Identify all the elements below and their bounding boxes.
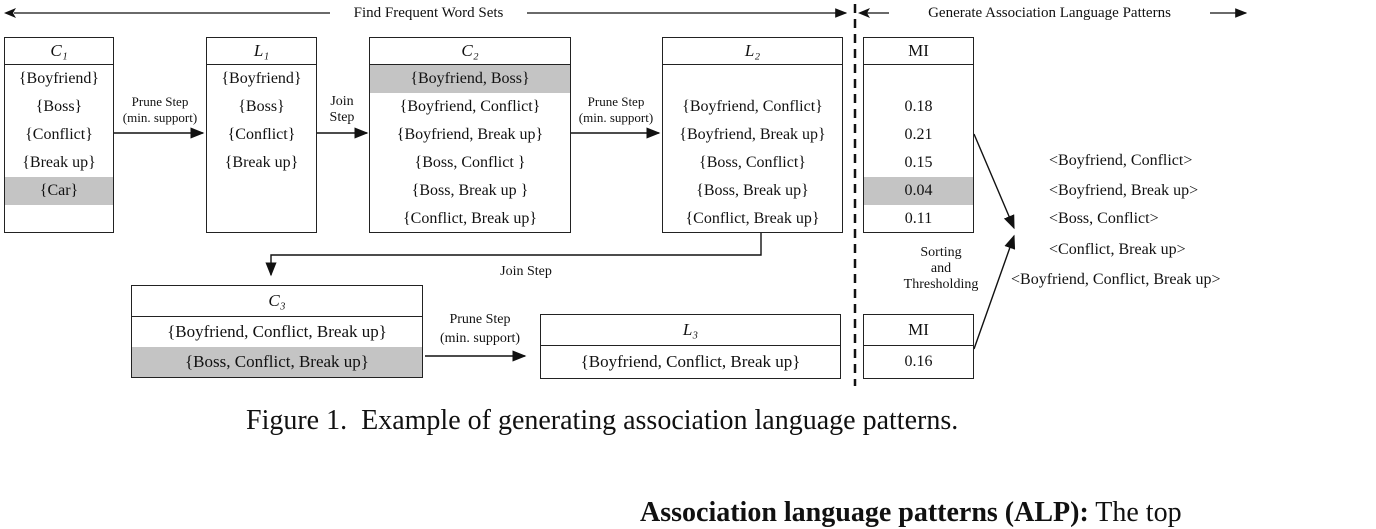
box-l2-row: {Boyfriend, Break up}	[679, 126, 826, 143]
box-mi1-spacer	[864, 65, 973, 93]
mi2-to-results-arrow	[973, 234, 1016, 350]
box-mi2-title: MI	[864, 315, 973, 346]
result-pattern: <Conflict, Break up>	[1049, 241, 1186, 258]
box-mi2-row: 0.16	[904, 353, 933, 370]
join2-label: Join Step	[500, 264, 552, 279]
box-l3: L₃ {Boyfriend, Conflict, Break up}	[540, 314, 841, 379]
figure-caption: Figure 1. Example of generating associat…	[246, 405, 959, 436]
banner-left-label: Find Frequent Word Sets	[330, 5, 527, 21]
box-c3-title: C₃	[132, 286, 422, 317]
prune3-label: Prune Step (min. support)	[428, 310, 532, 348]
banner-left-arrowhead	[4, 8, 16, 18]
box-mi2: MI 0.16	[863, 314, 974, 379]
box-c3-row-pruned: {Boss, Conflict, Break up}	[132, 347, 422, 377]
box-c1-row: {Boyfriend}	[18, 70, 100, 87]
box-c2-row: {Conflict, Break up}	[403, 210, 537, 227]
join1-label-line1: Join	[330, 94, 354, 109]
box-c1-row: {Break up}	[22, 154, 96, 171]
join2-path	[265, 232, 762, 277]
sorting-label-line2: and	[930, 261, 952, 276]
box-c1: C₁ {Boyfriend} {Boss} {Conflict} {Break …	[4, 37, 114, 233]
box-l3-title: L₃	[541, 315, 840, 346]
box-mi1-row-filtered: 0.04	[864, 177, 973, 205]
box-l1-row: {Boyfriend}	[221, 70, 302, 87]
banner-right-arrowhead-left	[858, 8, 870, 18]
body-text: Association language patterns (ALP): The…	[640, 497, 1182, 528]
box-l2-spacer	[663, 65, 842, 93]
box-l2-title: L₂	[663, 38, 842, 65]
box-c2-row: {Boss, Break up }	[411, 182, 529, 199]
box-c3-row: {Boyfriend, Conflict, Break up}	[167, 322, 387, 341]
box-mi1-row: 0.11	[904, 210, 933, 227]
box-c1-row-pruned: {Car}	[5, 177, 113, 205]
prune2-label-line2: (min. support)	[578, 110, 654, 125]
box-mi1-row: 0.18	[904, 98, 933, 115]
box-c2-row-pruned: {Boyfriend, Boss}	[370, 65, 570, 93]
connector-lines	[4, 4, 1248, 386]
box-l2-row: {Boyfriend, Conflict}	[682, 98, 823, 115]
box-c1-row: {Conflict}	[25, 126, 93, 143]
box-c2-row: {Boyfriend, Conflict}	[399, 98, 541, 115]
box-c2-row: {Boss, Conflict }	[414, 154, 526, 171]
box-l2: L₂ {Boyfriend, Conflict} {Boyfriend, Bre…	[662, 37, 843, 233]
box-mi1-row: 0.15	[904, 154, 933, 171]
banner-right-label: Generate Association Language Patterns	[889, 5, 1210, 21]
box-c2: C₂ {Boyfriend, Boss} {Boyfriend, Conflic…	[369, 37, 571, 233]
prune1-label-line1: Prune Step	[131, 94, 189, 109]
box-l1-row: {Conflict}	[227, 126, 296, 143]
box-l1-title: L₁	[207, 38, 316, 65]
result-pattern: <Boyfriend, Conflict, Break up>	[1011, 271, 1221, 288]
result-pattern: <Boyfriend, Conflict>	[1049, 152, 1193, 169]
box-mi1-row: 0.21	[904, 126, 933, 143]
box-l1-row: {Break up}	[224, 154, 299, 171]
join1-label-line2: Step	[329, 110, 355, 125]
box-c3: C₃ {Boyfriend, Conflict, Break up} {Boss…	[131, 285, 423, 378]
sorting-label-line3: Thresholding	[903, 277, 979, 292]
prune2-label: Prune Step (min. support)	[569, 94, 663, 126]
join1-label: Join Step	[320, 94, 364, 126]
sorting-label: Sorting and Thresholding	[892, 245, 990, 293]
box-c1-row: {Boss}	[35, 98, 83, 115]
prune3-label-line1: Prune Step	[449, 312, 511, 327]
box-l1-row: {Boss}	[238, 98, 285, 115]
mi1-to-results-arrow	[973, 133, 1015, 230]
box-l2-row: {Boss, Break up}	[696, 182, 809, 199]
result-pattern: <Boss, Conflict>	[1049, 210, 1159, 227]
box-mi1-title: MI	[864, 38, 973, 65]
sorting-label-line1: Sorting	[920, 245, 962, 260]
box-mi1: MI 0.18 0.21 0.15 0.04 0.11	[863, 37, 974, 233]
prune1-label: Prune Step (min. support)	[112, 94, 208, 126]
box-l1: L₁ {Boyfriend} {Boss} {Conflict} {Break …	[206, 37, 317, 233]
result-pattern: <Boyfriend, Break up>	[1049, 182, 1199, 199]
box-l2-row: {Conflict, Break up}	[685, 210, 820, 227]
box-l3-row: {Boyfriend, Conflict, Break up}	[580, 352, 801, 371]
prune3-label-line2: (min. support)	[439, 331, 521, 346]
box-c1-title: C₁	[5, 38, 113, 65]
box-c2-row: {Boyfriend, Break up}	[396, 126, 544, 143]
prune2-label-line1: Prune Step	[587, 94, 645, 109]
box-c2-title: C₂	[370, 38, 570, 65]
prune1-label-line2: (min. support)	[122, 110, 198, 125]
box-l2-row: {Boss, Conflict}	[699, 154, 806, 171]
